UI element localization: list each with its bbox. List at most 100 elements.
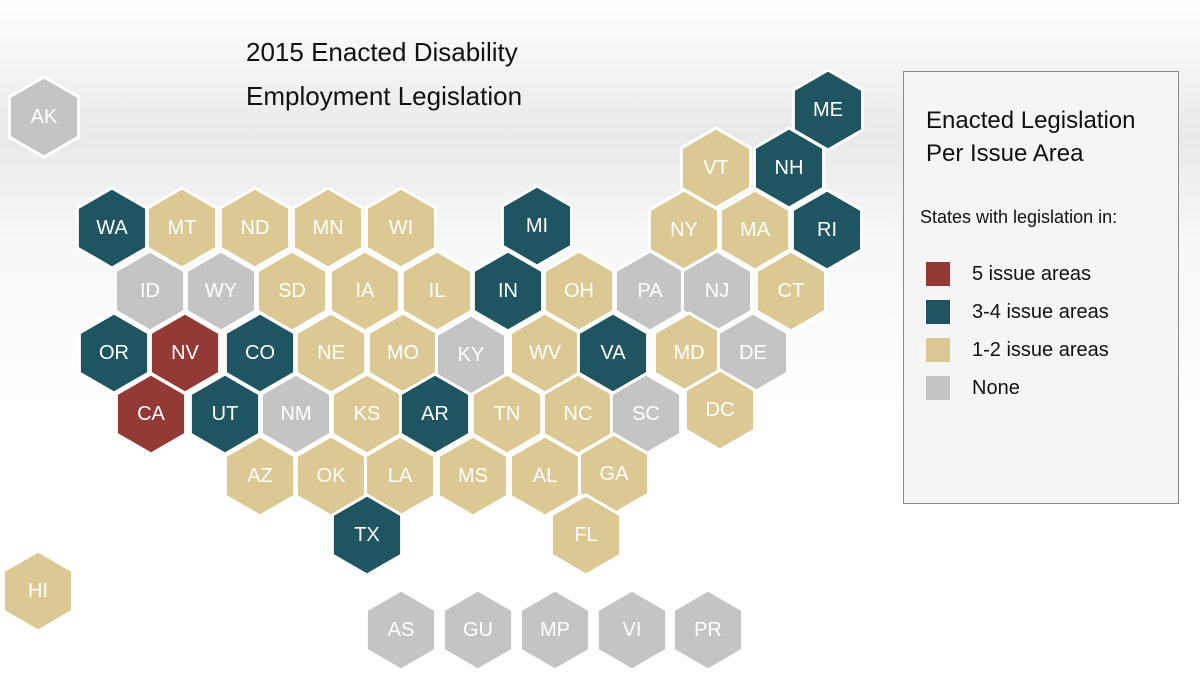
hex-shape-dc [683, 368, 757, 452]
hex-tile-mi: MI [500, 184, 574, 268]
hex-shape-ct [754, 249, 828, 333]
hex-label-ms: MS [458, 465, 488, 487]
hex-shape-wy [184, 249, 258, 333]
hex-label-pr: PR [694, 619, 722, 641]
hex-label-ak: AK [31, 106, 58, 128]
hex-shape-or [77, 311, 151, 395]
legend-label-five: 5 issue areas [972, 262, 1091, 285]
hex-tile-ma: MA [718, 188, 792, 272]
hex-label-nm: NM [280, 403, 311, 425]
hex-shape-nm [259, 372, 333, 456]
hex-tile-pr: PR [671, 588, 745, 672]
hex-label-mp: MP [540, 619, 570, 641]
legend-swatch-three-four [926, 300, 950, 324]
hex-label-vi: VI [623, 619, 642, 641]
hex-shape-id [113, 249, 187, 333]
hex-tile-ne: NE [294, 311, 368, 395]
hex-tile-ak: AK [7, 75, 81, 159]
hex-tile-dc: DC [683, 368, 757, 452]
hex-tile-me: ME [791, 68, 865, 152]
hex-tile-hi: HI [1, 549, 75, 633]
hex-tile-vi: VI [595, 588, 669, 672]
hex-label-nd: ND [241, 217, 270, 239]
hex-tile-ga: GA [577, 432, 651, 516]
hex-shape-wi [364, 186, 438, 270]
hex-label-vt: VT [703, 157, 729, 179]
hex-tile-co: CO [223, 311, 297, 395]
hex-tile-de: DE [716, 311, 790, 395]
legend-item-none: None [926, 369, 1109, 407]
hex-label-ut: UT [212, 403, 239, 425]
legend-item-five: 5 issue areas [926, 255, 1109, 293]
hex-label-az: AZ [247, 465, 273, 487]
hex-tile-ok: OK [294, 434, 368, 518]
hex-label-hi: HI [28, 580, 48, 602]
hex-tile-mp: MP [518, 588, 592, 672]
hex-label-mt: MT [168, 217, 197, 239]
hex-label-id: ID [140, 280, 160, 302]
hex-shape-ut [188, 372, 262, 456]
hex-tile-ar: AR [398, 372, 472, 456]
hex-tile-nc: NC [541, 372, 615, 456]
hex-label-ca: CA [137, 403, 165, 425]
hex-label-ar: AR [421, 403, 449, 425]
hex-shape-ma [718, 188, 792, 272]
legend-label-three-four: 3-4 issue areas [972, 300, 1109, 323]
hex-label-ky: KY [458, 344, 485, 366]
hex-tile-nm: NM [259, 372, 333, 456]
legend-items: 5 issue areas 3-4 issue areas 1-2 issue … [926, 255, 1109, 407]
legend-item-one-two: 1-2 issue areas [926, 331, 1109, 369]
hex-tile-nd: ND [218, 186, 292, 270]
hex-label-al: AL [533, 465, 557, 487]
hex-label-wy: WY [205, 280, 237, 302]
hex-label-ok: OK [317, 465, 347, 487]
hex-tile-or: OR [77, 311, 151, 395]
legend-swatch-none [926, 376, 950, 400]
hex-label-or: OR [99, 342, 129, 364]
map-title-line-1: 2015 Enacted Disability [246, 37, 518, 67]
hex-label-nj: NJ [705, 280, 729, 302]
hex-shape-mi [500, 184, 574, 268]
hex-tile-ny: NY [647, 188, 721, 272]
hex-shape-ak [7, 75, 81, 159]
hex-label-wv: WV [529, 342, 562, 364]
legend-item-three-four: 3-4 issue areas [926, 293, 1109, 331]
hex-label-de: DE [739, 342, 767, 364]
hex-label-oh: OH [564, 280, 594, 302]
hex-tile-va: VA [576, 311, 650, 395]
hex-tile-gu: GU [441, 588, 515, 672]
hex-shape-ar [398, 372, 472, 456]
hex-tile-sc: SC [609, 372, 683, 456]
legend-swatch-one-two [926, 338, 950, 362]
hex-tile-wy: WY [184, 249, 258, 333]
hex-tile-ct: CT [754, 249, 828, 333]
hex-shape-hi [1, 549, 75, 633]
hex-label-ga: GA [600, 463, 630, 485]
hex-label-ma: MA [740, 219, 771, 241]
hex-tile-ri: RI [790, 188, 864, 272]
hex-shape-ms [436, 434, 510, 518]
hex-tile-ms: MS [436, 434, 510, 518]
hex-label-nh: NH [775, 157, 804, 179]
hex-shape-tx [330, 493, 404, 577]
hex-shape-me [791, 68, 865, 152]
hex-label-sc: SC [632, 403, 660, 425]
map-title-line-2: Employment Legislation [246, 81, 523, 111]
legend-label-one-two: 1-2 issue areas [972, 338, 1109, 361]
hex-label-ny: NY [670, 219, 698, 241]
hex-label-tn: TN [494, 403, 521, 425]
hex-label-mo: MO [387, 342, 419, 364]
hex-label-me: ME [813, 99, 843, 121]
hex-tile-ca: CA [114, 372, 188, 456]
hex-tile-in: IN [471, 249, 545, 333]
hex-label-il: IL [429, 280, 446, 302]
hex-tile-wa: WA [75, 186, 149, 270]
hex-label-as: AS [388, 619, 415, 641]
hex-label-co: CO [245, 342, 275, 364]
legend-title-line-2: Per Issue Area [926, 140, 1084, 167]
hex-label-la: LA [388, 465, 413, 487]
hex-tile-fl: FL [549, 493, 623, 577]
hex-tile-mn: MN [291, 186, 365, 270]
hex-tile-wi: WI [364, 186, 438, 270]
